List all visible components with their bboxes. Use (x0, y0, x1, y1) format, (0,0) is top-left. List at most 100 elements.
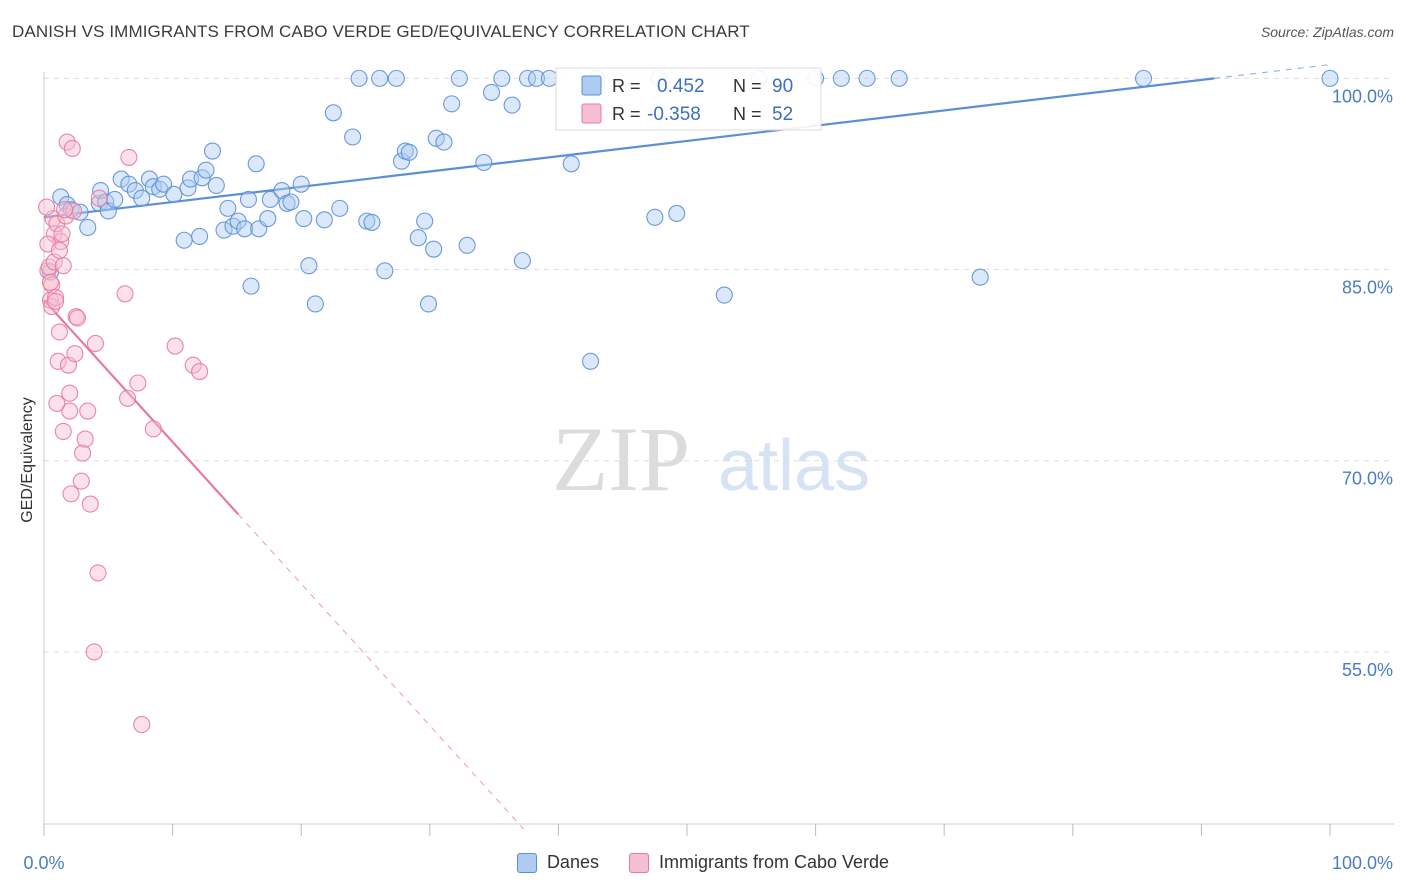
x-tick-labels: 0.0% 100.0% (23, 853, 1393, 873)
legend-n-label-1: N = (733, 76, 762, 96)
point-danes (219, 199, 237, 217)
trend-extension-danes (1214, 64, 1331, 79)
point-cabo-verde (129, 374, 147, 392)
point-danes (175, 231, 193, 249)
point-cabo-verde (85, 643, 103, 661)
legend-label-cabo-verde: Immigrants from Cabo Verde (658, 852, 890, 872)
series-legend: Danes Immigrants from Cabo Verde (0, 852, 1406, 873)
series-cabo-verde (38, 133, 209, 734)
point-danes (409, 229, 427, 247)
point-cabo-verde (72, 472, 90, 490)
point-cabo-verde (61, 402, 79, 420)
point-danes (203, 142, 222, 160)
point-danes (562, 155, 580, 173)
legend-label-danes: Danes (546, 852, 599, 872)
point-cabo-verde (49, 352, 67, 370)
y-tick-labels: 100.0% 85.0% 70.0% 55.0% (1332, 86, 1393, 680)
legend-n-value-2: 52 (772, 104, 793, 125)
point-cabo-verde (50, 323, 68, 341)
point-cabo-verde (133, 716, 151, 734)
point-danes (315, 211, 333, 229)
point-danes (387, 69, 405, 87)
point-cabo-verde (86, 334, 104, 353)
point-danes (261, 190, 279, 209)
point-danes (273, 181, 291, 200)
y-tick-label: 85.0% (1342, 278, 1393, 298)
point-danes (540, 69, 558, 87)
point-danes (239, 190, 258, 209)
legend-r-value-2: -0.358 (647, 104, 701, 125)
point-cabo-verde (41, 273, 59, 291)
point-cabo-verde (54, 257, 72, 275)
trend-line-cabo-verde (43, 299, 240, 516)
point-danes (247, 155, 265, 173)
point-danes (715, 286, 733, 304)
point-danes (832, 69, 850, 87)
legend-swatch-danes-bottom (516, 852, 537, 873)
point-cabo-verde (65, 202, 83, 220)
point-danes (482, 83, 501, 101)
point-danes (193, 169, 211, 187)
point-danes (295, 210, 313, 228)
point-cabo-verde (54, 422, 72, 440)
watermark: ZIP atlas (552, 408, 870, 510)
point-danes (191, 227, 209, 245)
point-danes (207, 176, 225, 194)
x-tick-label-end: 100.0% (1332, 853, 1393, 873)
point-cabo-verde (90, 189, 108, 207)
gridlines (44, 77, 1394, 653)
legend-item-cabo-verde: Immigrants from Cabo Verde (628, 852, 890, 873)
point-danes (155, 175, 173, 193)
point-cabo-verde (120, 148, 138, 166)
point-danes (165, 185, 183, 203)
point-cabo-verde (74, 444, 92, 462)
axes (43, 72, 1394, 836)
point-danes (106, 190, 124, 209)
trend-line-danes (43, 77, 1215, 219)
legend-item-danes: Danes (516, 852, 599, 873)
point-danes (236, 220, 254, 238)
point-cabo-verde (68, 309, 86, 327)
watermark-zip: ZIP (552, 408, 690, 510)
point-danes (527, 69, 546, 87)
point-cabo-verde (53, 225, 71, 243)
legend-swatch-cabo-verde (581, 103, 602, 124)
legend-r-value-1: 0.452 (657, 76, 705, 97)
point-danes (427, 129, 445, 147)
point-danes (646, 208, 664, 226)
point-danes (300, 257, 318, 275)
point-danes (133, 189, 151, 207)
point-danes (242, 277, 260, 295)
point-danes (259, 210, 277, 228)
point-cabo-verde (66, 345, 84, 363)
y-tick-label: 70.0% (1342, 469, 1393, 489)
point-danes (215, 221, 233, 239)
point-cabo-verde (50, 241, 68, 259)
legend-swatch-cabo-verde-bottom (628, 852, 649, 873)
legend-swatch-danes (581, 75, 602, 96)
legend-r-label-1: R = (612, 76, 641, 96)
point-danes (435, 133, 453, 151)
chart-title: DANISH VS IMMIGRANTS FROM CABO VERDE GED… (12, 22, 750, 41)
point-cabo-verde (119, 389, 137, 407)
point-danes (331, 199, 349, 217)
point-danes (581, 352, 600, 370)
trend-lines (43, 64, 1331, 830)
point-danes (306, 295, 324, 313)
point-danes (668, 204, 686, 223)
point-danes (1321, 69, 1339, 87)
point-danes (971, 268, 989, 286)
point-cabo-verde (56, 201, 74, 219)
legend-r-label-2: R = (612, 104, 641, 124)
point-danes (443, 95, 461, 113)
point-cabo-verde (76, 430, 94, 448)
point-danes (400, 143, 418, 161)
point-danes (450, 69, 468, 87)
point-danes (376, 262, 394, 280)
point-danes (518, 69, 537, 87)
point-danes (503, 96, 521, 114)
x-tick-label-start: 0.0% (23, 853, 64, 873)
point-cabo-verde (166, 337, 184, 355)
point-danes (425, 240, 443, 258)
